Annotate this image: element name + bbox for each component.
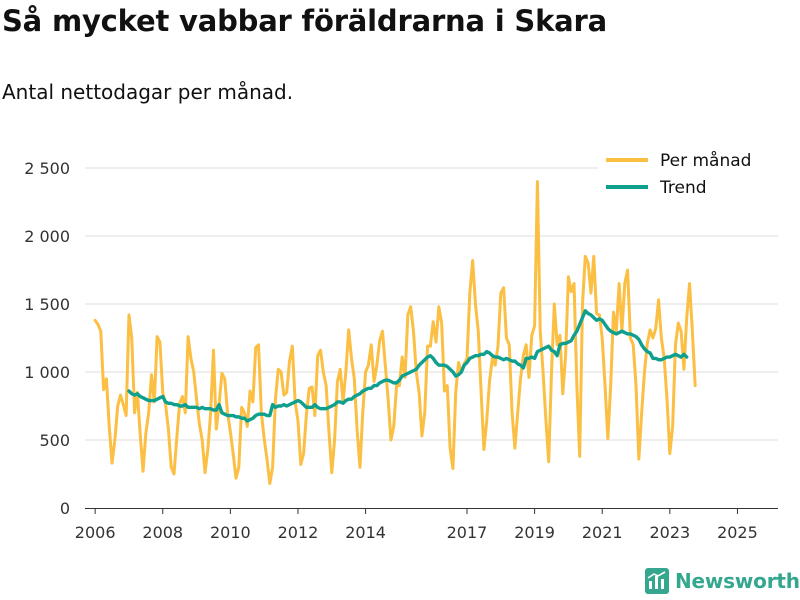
y-tick-label: 2 000 [24,227,70,246]
chart-title: Så mycket vabbar föräldrarna i Skara [2,4,608,38]
brand-logo[interactable]: Newsworthy [645,568,800,594]
x-tick-label: 2017 [447,523,488,542]
y-tick-label: 0 [60,499,70,518]
x-tick-label: 2006 [75,523,116,542]
series-line-per-manad [93,180,697,486]
legend-background [598,148,778,202]
x-tick-label: 2021 [582,523,623,542]
y-tick-label: 1 000 [24,363,70,382]
y-tick-label: 500 [39,431,70,450]
legend-label[interactable]: Trend [659,178,707,198]
x-tick-label: 2012 [278,523,319,542]
brand-name: Newsworthy [675,569,800,593]
x-tick-label: 2014 [345,523,386,542]
series-line-trend [127,309,689,423]
legend[interactable]: Per månad Trend [598,148,778,202]
line-chart: 0 500 1 000 1 500 2 000 2 500 2006 2008 2010 201… [24,148,778,542]
x-tick-label: 2019 [514,523,555,542]
y-axis-tick-labels: 0 500 1 000 1 500 2 000 2 500 [24,159,70,518]
x-tick-label: 2023 [649,523,690,542]
x-axis: 2006 2008 2010 2012 2014 2017 2019 2021 2023 2025 [75,508,778,542]
x-tick-label: 2010 [210,523,251,542]
chart-subtitle: Antal nettodagar per månad. [2,80,294,104]
x-tick-label: 2025 [717,523,758,542]
newsworthy-logo-icon [645,568,669,594]
x-tick-label: 2008 [142,523,183,542]
y-tick-label: 2 500 [24,159,70,178]
series-layer [93,180,697,486]
y-tick-label: 1 500 [24,295,70,314]
legend-label[interactable]: Per månad [660,150,751,171]
